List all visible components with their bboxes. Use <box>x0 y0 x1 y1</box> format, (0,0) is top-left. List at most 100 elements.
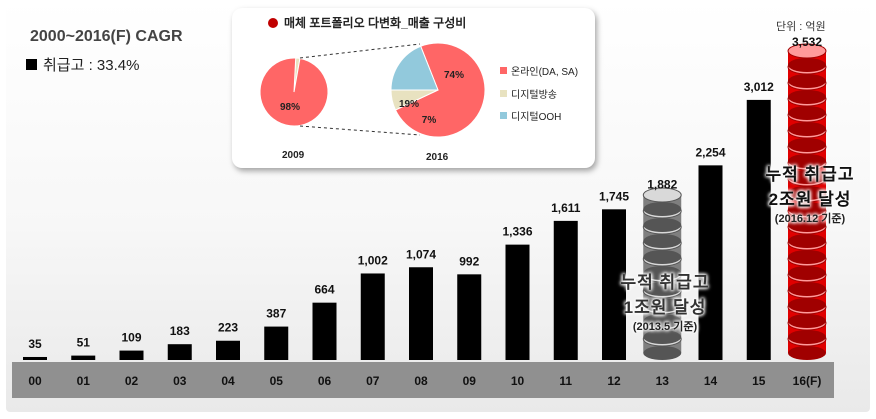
bar-10 <box>505 244 530 360</box>
tick-label-11: 11 <box>559 374 572 388</box>
coin-edge <box>643 202 682 216</box>
coin-edge <box>643 282 682 296</box>
coin-edge <box>788 314 826 328</box>
pie-year-2016: 2016 <box>426 152 449 163</box>
callout-line1: 누적 취급고 <box>620 273 710 292</box>
value-label-05: 387 <box>266 307 286 321</box>
bar-09 <box>457 274 482 360</box>
bar-06 <box>312 302 337 360</box>
coin-edge <box>788 218 826 232</box>
coin-edge <box>643 266 682 280</box>
bar-08 <box>409 267 433 360</box>
coin-edge <box>788 58 826 72</box>
legend-swatch <box>26 59 37 70</box>
coin-edge <box>788 170 826 184</box>
pie-year-2009: 2009 <box>282 150 305 161</box>
coin-edge <box>788 74 826 88</box>
legend-label: 취급고 : 33.4% <box>43 57 140 74</box>
tick-label-00: 00 <box>28 374 42 388</box>
value-label-03: 183 <box>170 324 190 338</box>
coin-edge <box>643 330 682 344</box>
coin-edge <box>643 346 682 360</box>
value-label-14: 2,254 <box>695 145 725 159</box>
value-label-11: 1,611 <box>551 201 581 215</box>
coin-edge <box>643 250 682 264</box>
coin-edge <box>788 122 826 136</box>
bar-11 <box>553 220 578 360</box>
coin-edge <box>788 106 826 120</box>
bullet-icon <box>268 17 278 28</box>
value-label-07: 1,002 <box>358 253 388 267</box>
bar-01 <box>71 355 96 360</box>
bar-07 <box>360 273 385 360</box>
callout-line1: 누적 취급고 <box>765 165 855 184</box>
tick-label-03: 03 <box>173 374 187 388</box>
tick-label-07: 07 <box>366 374 380 388</box>
bar-02 <box>119 350 144 360</box>
bar-00 <box>23 356 47 360</box>
coin-edge <box>788 266 826 280</box>
tick-label-14: 14 <box>704 374 718 388</box>
coin-edge <box>788 202 826 216</box>
coin-face <box>642 187 682 203</box>
tick-label-16(F): 16(F) <box>793 374 822 388</box>
coin-stack-gray-13 <box>642 187 682 360</box>
coin-edge <box>788 234 826 248</box>
value-label-08: 1,074 <box>406 247 436 261</box>
pie-legend-swatch <box>500 67 507 74</box>
axis-band <box>12 362 834 398</box>
pie-legend-label: 디지털방송 <box>511 90 557 101</box>
legend: 취급고 : 33.4% <box>26 54 139 75</box>
coin-edge <box>788 186 826 200</box>
value-label-16(F): 3,532 <box>792 35 822 49</box>
pie-legend-item-online: 온라인(DA, SA) <box>500 63 578 78</box>
callout-1trillion: 누적 취급고 1조원 달성 (2013.5 기준) <box>608 268 722 334</box>
tick-label-13: 13 <box>656 374 670 388</box>
unit-label: 단위 : 억원 <box>776 21 826 33</box>
bar-14 <box>698 165 723 360</box>
value-label-00: 35 <box>28 337 42 351</box>
callout-line3: (2013.5 기준) <box>632 321 698 333</box>
bar-03 <box>167 344 192 360</box>
coin-face <box>787 43 827 59</box>
pie-legend-item-broadcast: 디지털방송 <box>500 86 557 101</box>
pie-legend-label: 온라인(DA, SA) <box>511 67 579 78</box>
coin-edge <box>643 314 682 328</box>
tick-label-08: 08 <box>414 374 428 388</box>
coin-edge <box>788 298 826 312</box>
coin-edge <box>788 282 826 296</box>
pie-legend-item-ooh: 디지털OOH <box>500 108 561 123</box>
tick-label-01: 01 <box>77 374 91 388</box>
value-label-13: 1,882 <box>647 177 677 191</box>
callout-line2: 2조원 달성 <box>768 190 852 209</box>
tick-label-12: 12 <box>607 374 621 388</box>
tick-label-04: 04 <box>221 374 235 388</box>
bar-12 <box>602 209 626 360</box>
tick-label-09: 09 <box>463 374 477 388</box>
tick-label-10: 10 <box>511 374 525 388</box>
pie-legend-swatch <box>500 90 507 97</box>
cagr-title: 2000~2016(F) CAGR <box>30 28 183 45</box>
tick-label-15: 15 <box>752 374 766 388</box>
value-label-04: 223 <box>218 321 238 335</box>
pie-legend-label: 디지털OOH <box>511 112 562 123</box>
coin-edge <box>643 298 682 312</box>
coin-edge <box>788 330 826 344</box>
value-label-02: 109 <box>121 331 141 345</box>
inset-title: 매체 포트폴리오 다변화_매출 구성비 <box>268 14 466 31</box>
coin-edge <box>643 234 682 248</box>
bar-15 <box>746 99 771 360</box>
callout-line3: (2016.12 기준) <box>774 213 846 225</box>
tick-label-05: 05 <box>270 374 284 388</box>
value-label-12: 1,745 <box>599 189 629 203</box>
value-label-01: 51 <box>77 336 91 350</box>
value-label-15: 3,012 <box>744 80 774 94</box>
value-label-06: 664 <box>314 283 334 297</box>
bar-04 <box>216 340 240 360</box>
coin-edge <box>788 346 826 360</box>
coin-edge <box>788 250 826 264</box>
bar-05 <box>264 326 289 360</box>
callout-2trillion: 누적 취급고 2조원 달성 (2016.12 기준) <box>748 160 872 226</box>
coin-edge <box>788 138 826 152</box>
